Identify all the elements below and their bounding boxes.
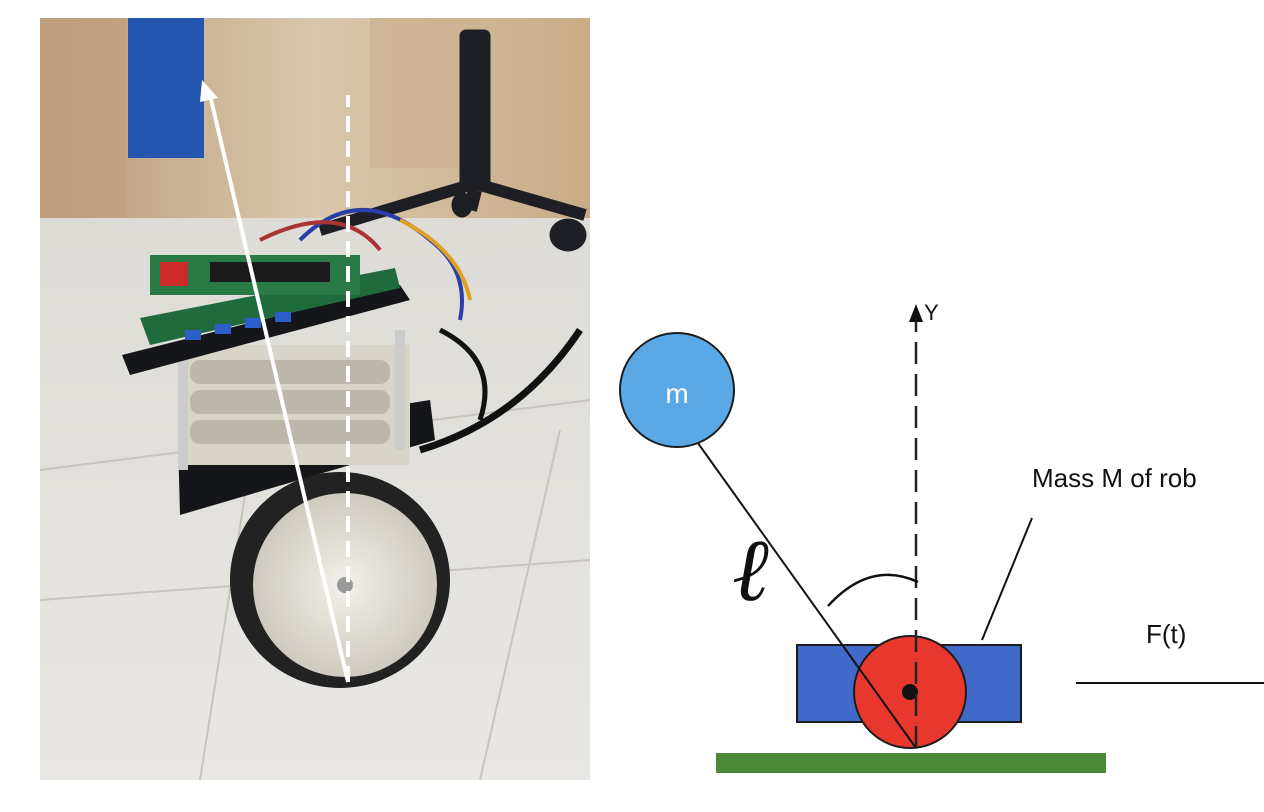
robot-mass-label: Mass M of rob bbox=[1032, 463, 1197, 493]
robot-mass-leader bbox=[982, 518, 1032, 640]
force-label: F(t) bbox=[1146, 619, 1186, 649]
pendulum-mass-label: m bbox=[665, 378, 688, 409]
y-axis-arrowhead bbox=[909, 304, 923, 322]
pendulum-schematic: Y m ℓ Mass M of rob F(t) bbox=[620, 300, 1264, 773]
angle-arc bbox=[828, 575, 918, 606]
robot-photo bbox=[40, 18, 590, 780]
length-label: ℓ bbox=[732, 518, 769, 621]
y-axis-label: Y bbox=[924, 300, 939, 325]
ground-bar bbox=[716, 753, 1106, 773]
